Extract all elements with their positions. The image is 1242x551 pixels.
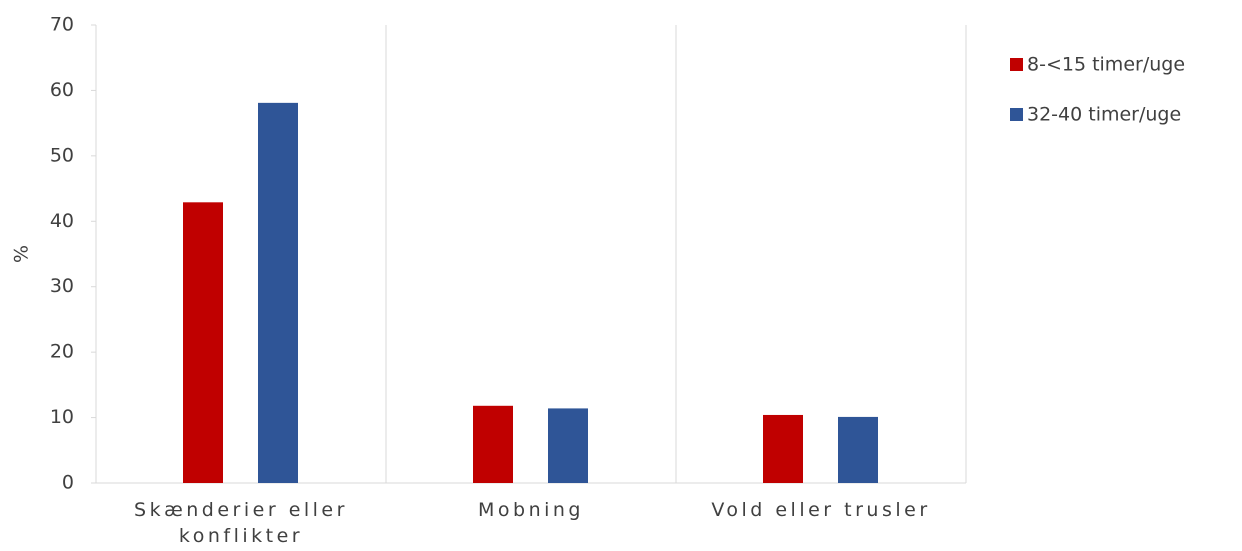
y-tick-label: 30	[50, 275, 74, 297]
y-tick-label: 20	[50, 341, 74, 363]
legend-label: 32-40 timer/uge	[1027, 104, 1181, 126]
x-tick-label: Vold eller trusler	[711, 499, 931, 521]
bar	[183, 202, 223, 483]
y-tick-label: 60	[50, 79, 74, 101]
x-tick-label: Skænderier eller konflikter	[134, 499, 348, 547]
x-tick-label: Mobning	[477, 499, 584, 521]
bar	[548, 408, 588, 483]
y-axis-label: %	[11, 245, 33, 263]
y-tick-label: 70	[50, 14, 74, 36]
y-tick-label: 10	[50, 406, 74, 428]
legend-swatch	[1010, 108, 1023, 121]
bar	[473, 405, 513, 483]
bar	[838, 416, 878, 483]
bar	[763, 414, 803, 483]
legend-label: 8-<15 timer/uge	[1027, 54, 1185, 76]
y-tick-label: 50	[50, 144, 74, 166]
legend-swatch	[1010, 58, 1023, 71]
y-tick-label: 0	[62, 472, 74, 494]
bar	[258, 102, 298, 484]
y-tick-label: 40	[50, 210, 74, 232]
